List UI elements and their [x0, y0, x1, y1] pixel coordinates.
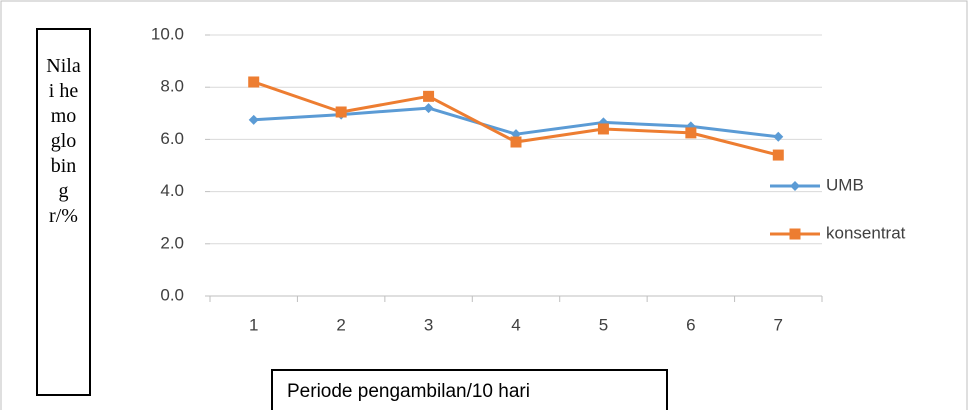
legend-marker [789, 228, 801, 240]
y-tick-label: 4.0 [160, 181, 184, 200]
data-point [423, 103, 434, 114]
x-tick-label: 7 [774, 315, 783, 334]
data-point [510, 136, 522, 148]
y-axis-label: Nilai hemoglobin gr/% [36, 28, 91, 396]
legend-label: UMB [826, 175, 864, 194]
x-tick-label: 1 [249, 315, 258, 334]
x-tick-label: 3 [424, 315, 433, 334]
data-point [335, 106, 347, 118]
x-axis-label: Periode pengambilan/10 hari [271, 369, 668, 410]
y-tick-label: 8.0 [160, 77, 184, 96]
data-point [597, 123, 609, 135]
y-tick-label: 2.0 [160, 233, 184, 252]
data-point [685, 121, 696, 132]
x-tick-label: 6 [686, 315, 695, 334]
y-tick-label: 6.0 [160, 129, 184, 148]
x-tick-label: 2 [336, 315, 345, 334]
y-tick-label: 0.0 [160, 285, 184, 304]
x-tick-label: 5 [599, 315, 608, 334]
y-tick-label: 10.0 [151, 24, 184, 43]
x-tick-label: 4 [511, 315, 520, 334]
data-point [248, 114, 259, 125]
legend-marker [790, 181, 800, 191]
data-point [248, 76, 260, 88]
data-point [772, 149, 784, 161]
legend-label: konsentrat [826, 223, 906, 242]
data-point [773, 131, 784, 142]
data-point [685, 127, 697, 139]
data-point [423, 90, 435, 102]
